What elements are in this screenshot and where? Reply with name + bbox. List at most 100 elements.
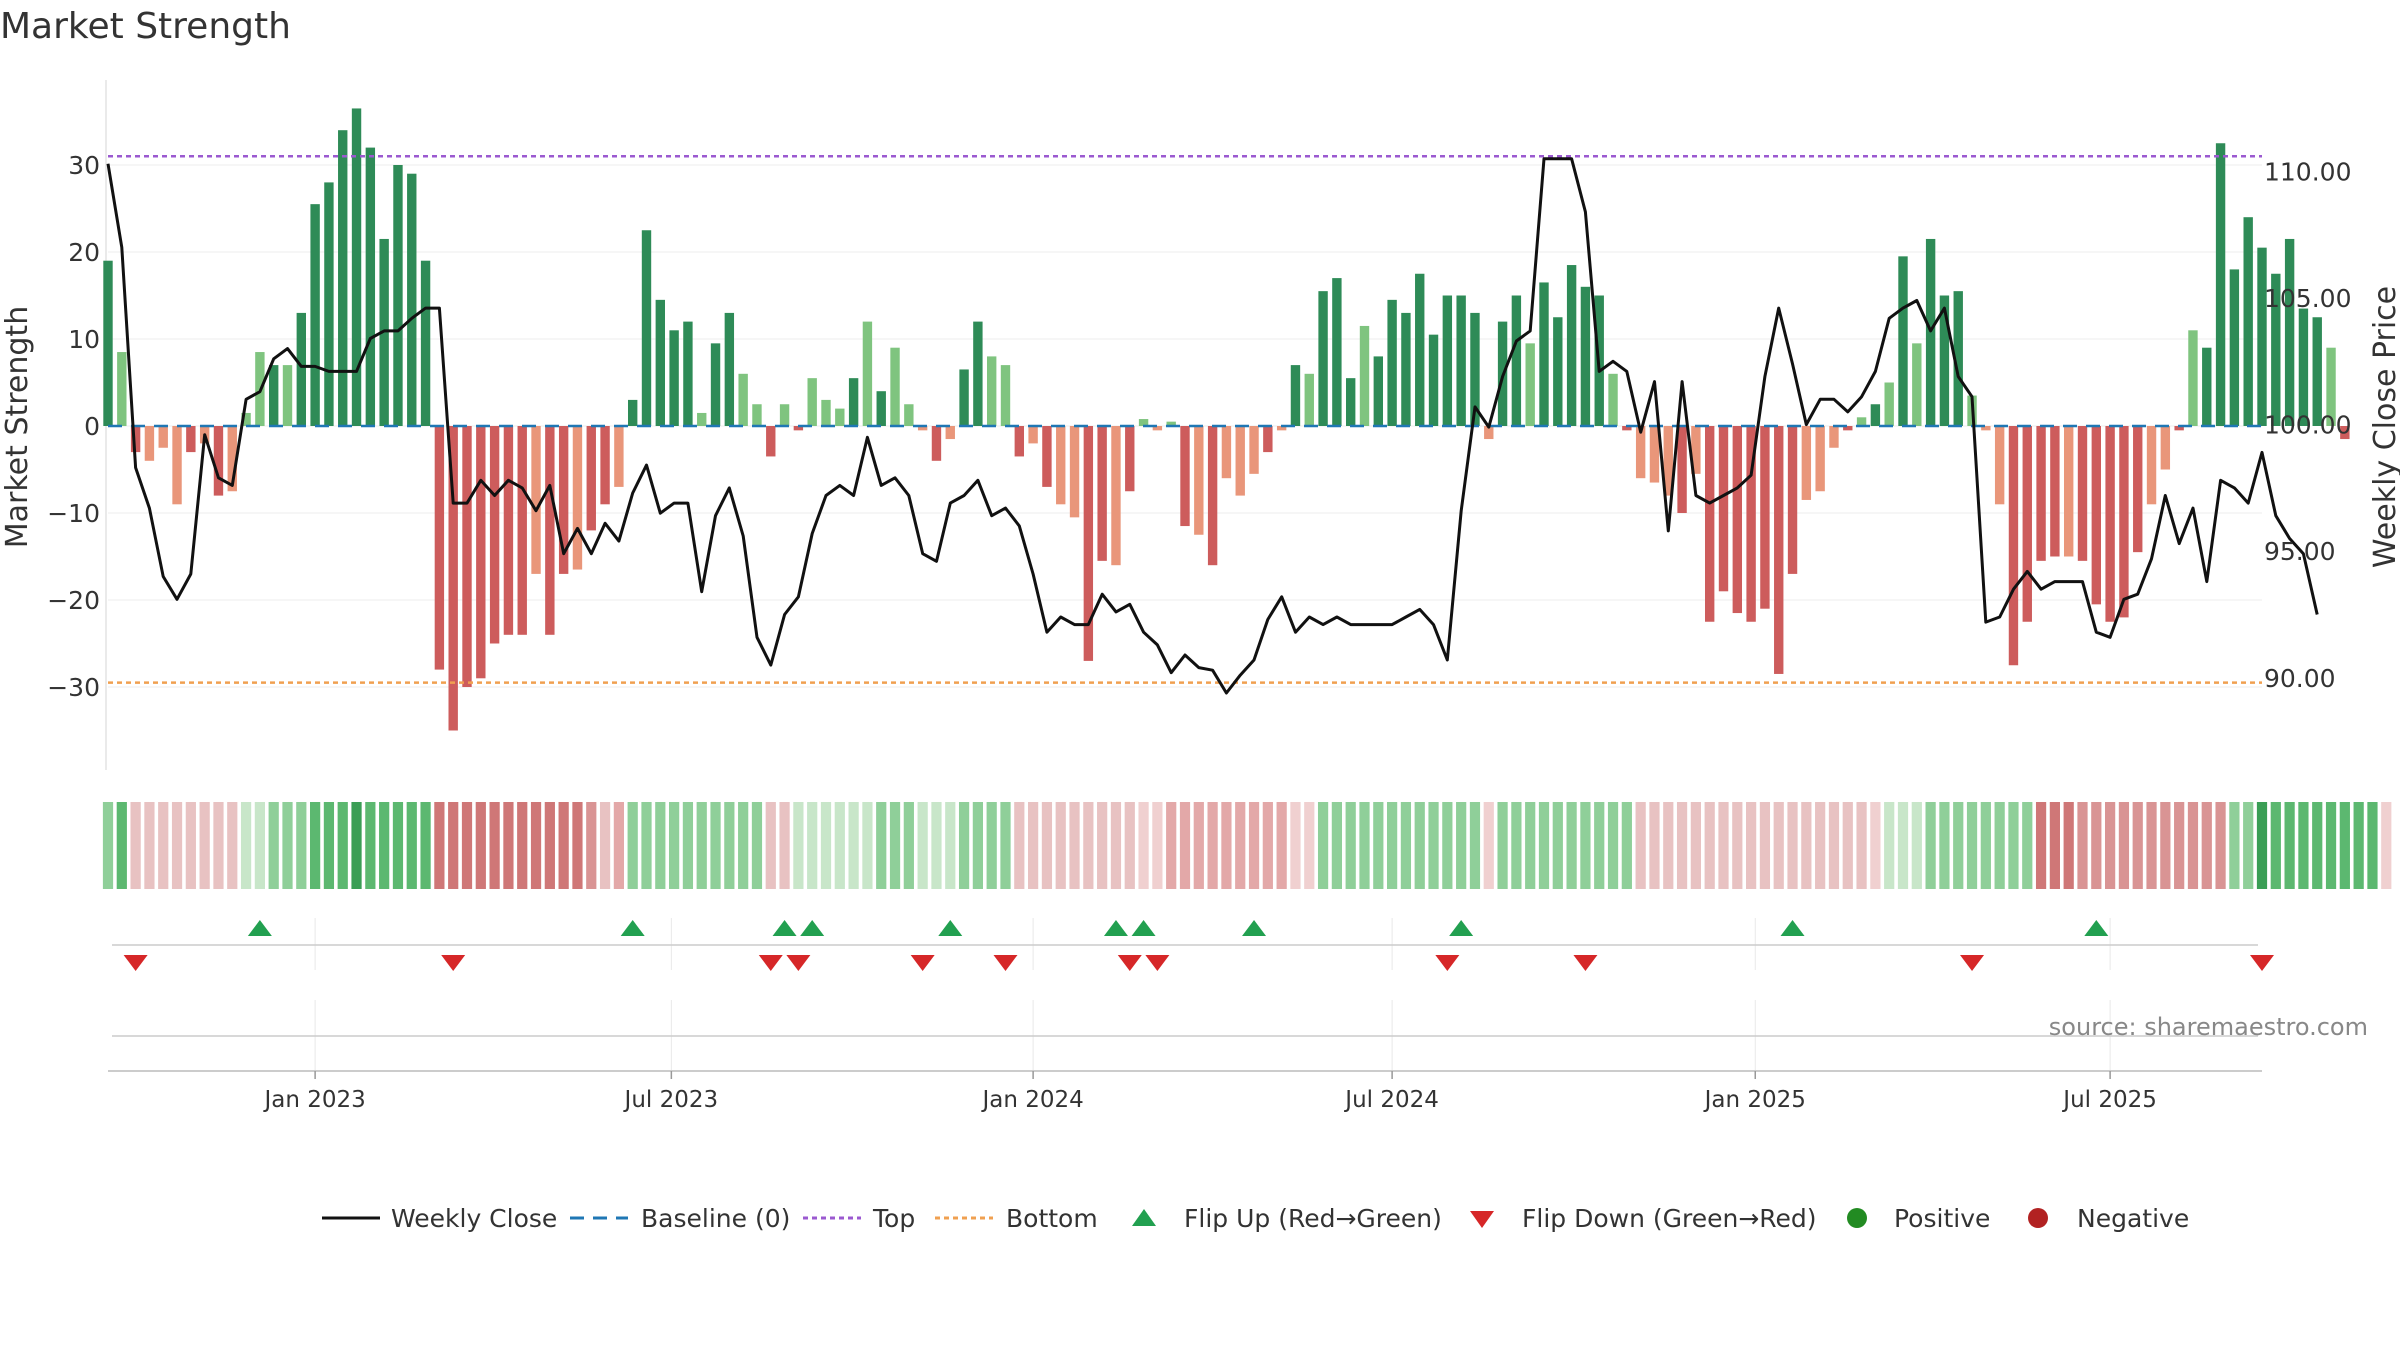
strength-bar xyxy=(1580,286,1591,426)
strength-bar xyxy=(1373,356,1384,426)
strength-bar xyxy=(1345,378,1356,426)
strength-bar xyxy=(1069,426,1080,518)
strength-bar xyxy=(186,426,196,453)
flip-down-marker xyxy=(758,955,783,971)
strength-bar xyxy=(2077,426,2088,561)
flip-down-marker xyxy=(123,955,148,971)
regime-cell xyxy=(503,802,514,889)
legend-label: Bottom xyxy=(1006,1204,1098,1233)
regime-cell xyxy=(1828,802,1840,889)
regime-cell xyxy=(1166,802,1177,889)
flip-up-marker xyxy=(620,920,645,936)
strength-bar xyxy=(1180,426,1190,527)
strength-bar xyxy=(1125,426,1135,492)
strength-bar xyxy=(1097,426,1107,561)
legend-swatch xyxy=(1132,1209,1156,1226)
strength-bar xyxy=(2243,217,2253,426)
strength-bar xyxy=(931,426,942,461)
strength-bar xyxy=(476,426,486,679)
regime-cell xyxy=(2091,802,2102,889)
regime-cell xyxy=(2146,802,2157,889)
regime-cell xyxy=(517,802,528,889)
regime-cell xyxy=(655,802,666,889)
regime-cell xyxy=(185,802,196,889)
regime-cell xyxy=(310,802,321,889)
legend-label: Negative xyxy=(2077,1204,2189,1233)
regime-cell xyxy=(489,802,500,889)
regime-cell xyxy=(2187,802,2199,889)
strength-bar xyxy=(1691,426,1701,474)
regime-cell xyxy=(724,802,735,889)
strength-bar xyxy=(1884,382,1894,426)
y-tick-label-right: 90.00 xyxy=(2264,664,2336,693)
strength-bar xyxy=(1401,312,1411,426)
y-tick-label-left: 30 xyxy=(68,151,100,180)
strength-bar xyxy=(158,426,168,448)
regime-cell xyxy=(1469,802,1481,889)
y-tick-label-right: 100.00 xyxy=(2264,411,2351,440)
flip-down-marker xyxy=(1117,955,1142,971)
regime-cell xyxy=(572,802,583,889)
strength-bar xyxy=(448,426,458,731)
strength-bar xyxy=(2271,273,2281,426)
strength-bar xyxy=(531,426,541,574)
flip-up-marker xyxy=(772,920,797,936)
regime-cell xyxy=(351,802,362,889)
strength-bar xyxy=(821,399,831,426)
regime-cell xyxy=(931,802,942,889)
strength-bar xyxy=(779,404,790,426)
strength-bar xyxy=(2312,317,2322,426)
grid-lines xyxy=(105,80,2262,1070)
regime-cell xyxy=(254,802,265,889)
regime-cell xyxy=(1179,802,1191,889)
regime-cell xyxy=(1966,802,1978,889)
strength-bar xyxy=(407,173,417,426)
regime-cell xyxy=(1414,802,1425,889)
regime-cell xyxy=(227,802,238,889)
strength-bar xyxy=(1760,426,1770,609)
regime-cell xyxy=(1856,802,1867,889)
strength-bar xyxy=(1028,426,1038,444)
strength-bar xyxy=(1014,426,1025,457)
strength-bar xyxy=(1856,417,1867,426)
regime-cell xyxy=(834,802,845,889)
regime-cell xyxy=(1980,802,1991,889)
regime-cell xyxy=(1428,802,1439,889)
regime-cell xyxy=(1207,802,1218,889)
strength-bar xyxy=(1166,421,1176,426)
flip-up-marker xyxy=(1131,920,1156,936)
flip-down-marker xyxy=(993,955,1018,971)
strength-bar xyxy=(1608,373,1618,426)
strength-bar xyxy=(1677,426,1687,513)
strength-bar xyxy=(2036,426,2046,561)
regime-cell xyxy=(1566,802,1577,889)
regime-cell xyxy=(1594,802,1605,889)
regime-cell xyxy=(1525,802,1536,889)
regime-cell xyxy=(793,802,804,889)
strength-bar xyxy=(627,399,638,426)
regime-cell xyxy=(1538,802,1550,889)
chart-title: Market Strength xyxy=(0,6,291,47)
strength-bar xyxy=(1787,426,1798,574)
regime-cell xyxy=(1069,802,1080,889)
strength-bar xyxy=(2160,426,2171,470)
strength-bar xyxy=(614,426,624,487)
regime-cell xyxy=(1994,802,2005,889)
strength-bar xyxy=(1898,256,1908,426)
regime-cell xyxy=(862,802,873,889)
regime-cell xyxy=(1718,802,1729,889)
regime-cell xyxy=(558,802,569,889)
regime-cell xyxy=(1221,802,1232,889)
y-tick-label-left: −20 xyxy=(47,586,100,615)
flip-up-marker xyxy=(1780,920,1805,936)
regime-cell xyxy=(1552,802,1563,889)
strength-bar xyxy=(1704,426,1715,622)
legend-swatch xyxy=(1847,1208,1867,1228)
regime-cell xyxy=(820,802,832,889)
regime-cell xyxy=(945,802,956,889)
flip-up-marker xyxy=(1242,920,1267,936)
strength-bar xyxy=(1815,426,1825,492)
strength-bars xyxy=(103,108,2350,731)
legend-label: Top xyxy=(872,1204,915,1233)
x-tick-label: Jul 2024 xyxy=(1343,1087,1439,1113)
